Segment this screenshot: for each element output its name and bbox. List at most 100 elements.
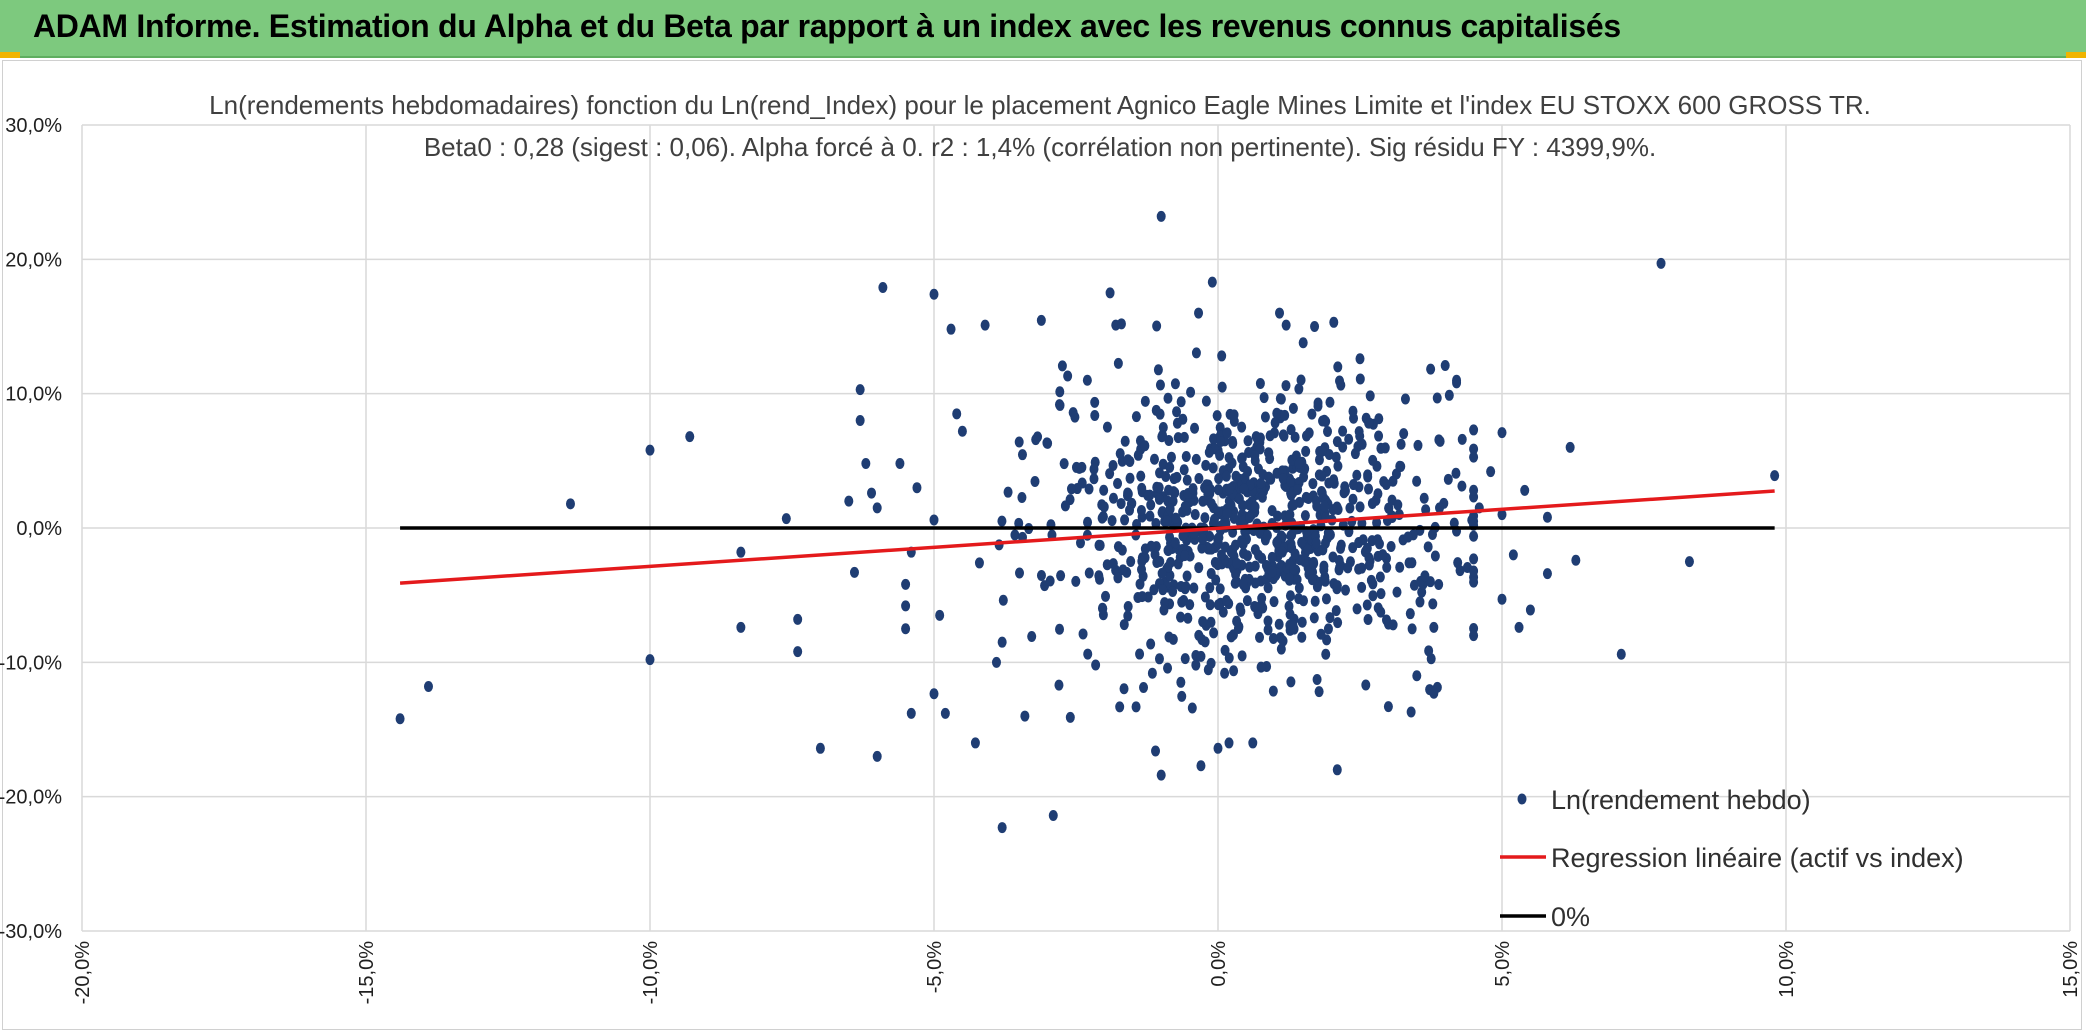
scatter-point — [1331, 605, 1341, 617]
scatter-point — [1113, 357, 1123, 369]
scatter-point — [1229, 665, 1239, 677]
corner-marker — [0, 52, 20, 58]
scatter-point — [1137, 563, 1147, 575]
y-tick-label: -20,0% — [0, 787, 62, 809]
scatter-point — [793, 613, 803, 625]
scatter-point — [1036, 569, 1046, 581]
scatter-point — [1209, 433, 1219, 445]
scatter-point — [1325, 612, 1335, 624]
scatter-point — [1245, 512, 1255, 524]
scatter-point — [1374, 430, 1384, 442]
scatter-point — [849, 566, 859, 578]
scatter-point — [1372, 517, 1382, 529]
scatter-point — [1113, 477, 1123, 489]
scatter-point — [1060, 500, 1070, 512]
scatter-point — [1331, 451, 1341, 463]
scatter-point — [1413, 439, 1423, 451]
axis-labels: 30,0% 20,0% 10,0% 0,0% -10,0% -20,0% -30,0% -20… — [0, 115, 2082, 1004]
scatter-point — [1382, 561, 1392, 573]
scatter-point — [1191, 347, 1201, 359]
chart-frame — [2, 60, 2082, 1030]
scatter-point — [1376, 606, 1386, 618]
scatter-point — [1163, 545, 1173, 557]
scatter-point — [1278, 635, 1288, 647]
scatter-point — [1083, 648, 1093, 660]
scatter-point — [1298, 337, 1308, 349]
scatter-point — [1181, 581, 1191, 593]
scatter-point — [1161, 471, 1171, 483]
scatter-point — [1467, 514, 1477, 526]
scatter-point — [1183, 612, 1193, 624]
scatter-point — [1352, 603, 1362, 615]
scatter-point — [1400, 393, 1410, 405]
scatter-point — [1147, 667, 1157, 679]
scatter-point — [1386, 540, 1396, 552]
scatter-point — [1392, 586, 1402, 598]
scatter-point — [1014, 436, 1024, 448]
scatter-point — [1017, 449, 1027, 461]
scatter-point — [1388, 619, 1398, 631]
scatter-point — [1428, 598, 1438, 610]
scatter-point — [1151, 745, 1161, 757]
scatter-point — [1355, 353, 1365, 365]
scatter-point — [1154, 493, 1164, 505]
scatter-point — [1224, 737, 1234, 749]
scatter-point — [1355, 501, 1365, 513]
scatter-point — [1332, 764, 1342, 776]
scatter-point — [1449, 517, 1459, 529]
scatter-point — [1238, 499, 1248, 511]
scatter-point — [1133, 449, 1143, 461]
scatter-point — [1191, 453, 1201, 465]
scatter-point — [1259, 392, 1269, 404]
scatter-point — [1770, 470, 1780, 482]
scatter-point — [1348, 542, 1358, 554]
scatter-point — [1250, 501, 1260, 513]
x-tick-label: 0,0% — [1208, 941, 1230, 987]
scatter-point — [1126, 555, 1136, 567]
scatter-point — [1123, 601, 1133, 613]
scatter-point — [1070, 411, 1080, 423]
scatter-point — [1120, 435, 1130, 447]
scatter-point — [1396, 438, 1406, 450]
scatter-point — [1157, 567, 1167, 579]
scatter-point — [1296, 374, 1306, 386]
scatter-point — [1229, 409, 1239, 421]
scatter-point — [997, 515, 1007, 527]
scatter-point — [1297, 536, 1307, 548]
scatter-point — [1071, 575, 1081, 587]
scatter-point — [1145, 510, 1155, 522]
scatter-point — [1222, 507, 1232, 519]
y-tick-label: 10,0% — [5, 384, 62, 406]
scatter-point — [1156, 210, 1166, 222]
scatter-point — [1244, 561, 1254, 573]
scatter-point — [1424, 645, 1434, 657]
scatter-point — [1206, 498, 1216, 510]
scatter-point — [1272, 407, 1282, 419]
scatter-point — [1027, 630, 1037, 642]
scatter-point — [1165, 461, 1175, 473]
scatter-point — [1423, 541, 1433, 553]
scatter-point — [1208, 462, 1218, 474]
scatter-point — [1256, 661, 1266, 673]
scatter-point — [1248, 737, 1258, 749]
scatter-point — [1312, 673, 1322, 685]
scatter-point — [1365, 390, 1375, 402]
scatter-point — [1172, 417, 1182, 429]
scatter-point — [1242, 595, 1252, 607]
scatter-point — [1317, 470, 1327, 482]
scatter-point — [1419, 492, 1429, 504]
scatter-point — [1251, 431, 1261, 443]
scatter-point — [1125, 472, 1135, 484]
scatter-point — [1443, 473, 1453, 485]
scatter-point — [1205, 582, 1215, 594]
scatter-point — [1149, 584, 1159, 596]
scatter-point — [1357, 581, 1367, 593]
scatter-point — [1452, 374, 1462, 386]
legend-label: 0% — [1551, 902, 1590, 932]
scatter-point — [1289, 563, 1299, 575]
scatter-point — [1213, 559, 1223, 571]
scatter-point — [1457, 480, 1467, 492]
scatter-point — [1277, 546, 1287, 558]
scatter-point — [1115, 448, 1125, 460]
scatter-point — [1215, 449, 1225, 461]
